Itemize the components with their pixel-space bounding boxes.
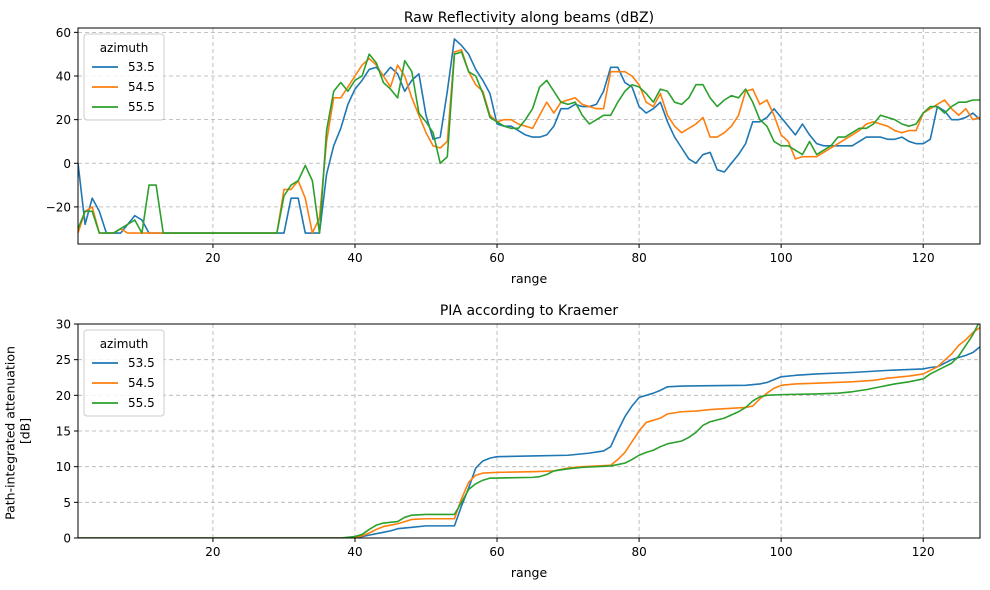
- series-line-53-5: [78, 346, 980, 538]
- legend-entry: 54.5: [128, 376, 155, 390]
- y-tick-label: 40: [56, 70, 71, 84]
- x-tick-label: 20: [205, 545, 220, 559]
- legend: azimuth 53.5 54.5 55.5: [83, 33, 165, 121]
- y-tick-label: 0: [63, 532, 71, 546]
- axis-ticks: 20 40 60 80 100 120 −20 0 20 40 60: [46, 26, 935, 265]
- x-axis-label: range: [511, 271, 548, 286]
- x-tick-label: 100: [770, 545, 793, 559]
- legend-entry: 55.5: [128, 100, 155, 114]
- x-tick-label: 120: [912, 251, 935, 265]
- chart-title: PIA according to Kraemer: [440, 303, 619, 319]
- series-line-54-5: [78, 49, 980, 234]
- legend: azimuth 53.5 54.5 55.5: [83, 329, 165, 417]
- x-tick-label: 100: [770, 251, 793, 265]
- chart-title: Raw Reflectivity along beams (dBZ): [404, 10, 654, 26]
- legend-entry: 55.5: [128, 396, 155, 410]
- y-axis-label: Path-integrated attenuation [dB]: [3, 342, 33, 520]
- y-tick-label: 5: [63, 496, 71, 510]
- y-tick-label: 25: [56, 353, 71, 367]
- x-tick-label: 20: [205, 251, 220, 265]
- x-tick-label: 60: [489, 251, 504, 265]
- x-tick-label: 40: [347, 545, 362, 559]
- legend-entry: 53.5: [128, 60, 155, 74]
- y-tick-label: 60: [56, 26, 71, 40]
- y-tick-label: 0: [63, 157, 71, 171]
- legend-entry: 54.5: [128, 80, 155, 94]
- y-tick-label: −20: [46, 200, 71, 214]
- y-tick-label: 20: [56, 113, 71, 127]
- y-tick-label: 20: [56, 389, 71, 403]
- y-tick-label: 10: [56, 460, 71, 474]
- series-line-55-5: [78, 51, 980, 234]
- pia-chart: PIA according to Kraemer 20 40 60 80 100 120 0…: [3, 303, 981, 580]
- series-line-53-5: [78, 38, 980, 234]
- series-lines: [78, 38, 980, 234]
- x-axis-label: range: [511, 565, 548, 580]
- y-tick-label: 15: [56, 425, 71, 439]
- x-tick-label: 80: [631, 545, 646, 559]
- x-tick-label: 120: [912, 545, 935, 559]
- x-tick-label: 60: [489, 545, 504, 559]
- legend-title: azimuth: [100, 41, 149, 55]
- reflectivity-chart: Raw Reflectivity along beams (dBZ) 20 40 6…: [46, 10, 981, 286]
- x-tick-label: 40: [347, 251, 362, 265]
- x-tick-label: 80: [631, 251, 646, 265]
- legend-frame: [83, 329, 165, 417]
- plot-frame: [77, 27, 981, 245]
- series-line-55-5: [78, 324, 980, 538]
- legend-entry: 53.5: [128, 356, 155, 370]
- y-tick-label: 30: [56, 318, 71, 332]
- grid: [78, 323, 980, 539]
- legend-frame: [83, 33, 165, 121]
- series-line-54-5: [78, 326, 980, 538]
- legend-title: azimuth: [100, 337, 149, 351]
- axis-ticks: 20 40 60 80 100 120 0 5 10 15 20 25 30: [56, 318, 935, 560]
- series-lines: [78, 324, 980, 538]
- grid: [78, 28, 980, 244]
